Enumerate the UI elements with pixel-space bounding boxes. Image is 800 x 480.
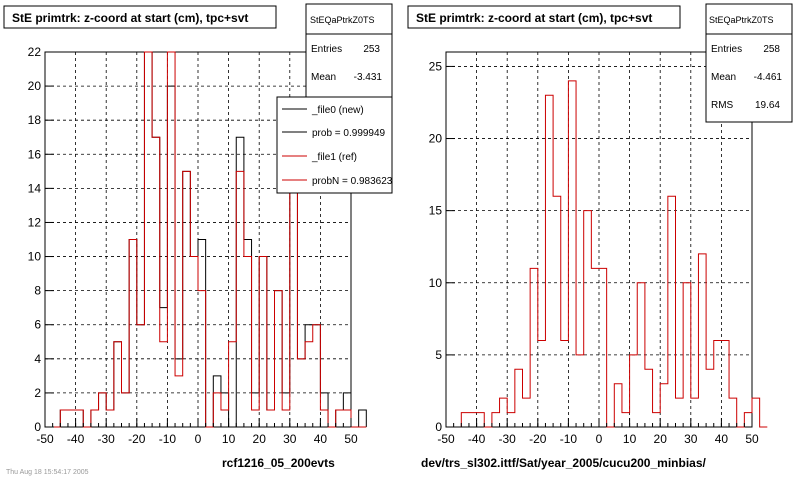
right-histogram: -50 -40 -30 -20 -10 0 10 20 30 40 50 0 5 10 15 20 25 [429, 51, 768, 446]
right-series [460, 80, 768, 428]
y-tick-label: 18 [28, 113, 42, 127]
x-tick-label: 0 [195, 432, 202, 446]
y-tick-label: 6 [34, 318, 41, 332]
x-tick-label: -20 [128, 432, 146, 446]
x-tick-label: -30 [499, 432, 517, 446]
series-line-first [460, 80, 768, 428]
right-stats-entries-label: Entries [711, 44, 742, 55]
y-tick-label: 25 [429, 59, 443, 73]
x-tick-label: -30 [98, 432, 116, 446]
y-tick-label: 0 [34, 420, 41, 434]
timestamp: Thu Aug 18 15:54:17 2005 [6, 469, 89, 476]
y-tick-label: 8 [34, 284, 41, 298]
y-tick-label: 16 [28, 147, 42, 161]
left-legend: _file0 (new) prob = 0.999949 _file1 (ref… [276, 96, 393, 194]
right-stats-name: StEQaPtrkZ0TS [709, 15, 774, 25]
left-caption: rcf1216_05_200evts [222, 456, 335, 470]
x-tick-label: 20 [253, 432, 267, 446]
x-tick-label: 30 [283, 432, 297, 446]
y-tick-label: 5 [435, 348, 442, 362]
x-tick-label: -10 [159, 432, 177, 446]
legend-entry-file0: _file0 (new) [311, 105, 364, 116]
y-tick-label: 20 [28, 79, 42, 93]
right-caption: dev/trs_sl302.ittf/Sat/year_2005/cucu200… [421, 456, 706, 470]
y-tick-label: 10 [429, 276, 443, 290]
x-tick-label: -40 [468, 432, 486, 446]
right-stats-rms-value: 19.64 [755, 100, 780, 111]
right-stats-entries-value: 258 [763, 44, 780, 55]
left-stats-mean-value: -3.431 [354, 72, 383, 83]
right-stats-mean-label: Mean [711, 72, 736, 83]
right-stats-rms-label: RMS [711, 100, 734, 111]
y-tick-label: 10 [28, 250, 42, 264]
left-stats-entries-value: 253 [363, 44, 380, 55]
y-tick-label: 12 [28, 215, 42, 229]
x-tick-label: 50 [745, 432, 759, 446]
left-title-box: StE primtrk: z-coord at start (cm), tpc+… [3, 5, 277, 29]
x-tick-label: 20 [654, 432, 668, 446]
right-axes: -50 -40 -30 -20 -10 0 10 20 30 40 50 0 5 10 15 20 25 [429, 59, 759, 446]
x-tick-label: -40 [67, 432, 85, 446]
x-tick-label: 10 [222, 432, 236, 446]
x-tick-label: -20 [529, 432, 547, 446]
x-tick-label: -10 [560, 432, 578, 446]
series-line-second [52, 51, 367, 428]
left-series [52, 51, 367, 428]
x-tick-label: 0 [596, 432, 603, 446]
x-tick-label: 10 [623, 432, 637, 446]
legend-entry-probn: probN = 0.983623 [312, 176, 393, 187]
y-tick-label: 20 [429, 132, 443, 146]
left-title: StE primtrk: z-coord at start (cm), tpc+… [12, 11, 248, 25]
y-tick-label: 14 [28, 181, 42, 195]
right-title: StE primtrk: z-coord at start (cm), tpc+… [416, 11, 652, 25]
x-tick-label: 50 [344, 432, 358, 446]
right-stats-mean-value: -4.461 [754, 72, 783, 83]
y-tick-label: 0 [435, 420, 442, 434]
right-title-box: StE primtrk: z-coord at start (cm), tpc+… [407, 5, 681, 29]
x-tick-label: 40 [715, 432, 729, 446]
left-axes: -50 -40 -30 -20 -10 0 10 20 30 40 50 0 2 4 6 8 10 12 14 16 1… [28, 45, 358, 446]
x-tick-label: -50 [36, 432, 54, 446]
x-tick-label: -50 [437, 432, 455, 446]
x-tick-label: 30 [684, 432, 698, 446]
y-tick-label: 2 [34, 386, 41, 400]
left-stats-box: StEQaPtrkZ0TS Entries 253 Mean -3.431 [305, 3, 393, 99]
x-tick-label: 40 [314, 432, 328, 446]
y-tick-label: 15 [429, 204, 443, 218]
right-stats-box: StEQaPtrkZ0TS Entries 258 Mean -4.461 RM… [705, 3, 793, 123]
y-tick-label: 22 [28, 45, 42, 59]
left-stats-entries-label: Entries [311, 44, 342, 55]
left-stats-mean-label: Mean [311, 72, 336, 83]
y-tick-label: 4 [34, 352, 41, 366]
left-stats-name: StEQaPtrkZ0TS [310, 15, 375, 25]
legend-entry-prob: prob = 0.999949 [312, 128, 386, 139]
legend-entry-file1: _file1 (ref) [311, 152, 357, 163]
